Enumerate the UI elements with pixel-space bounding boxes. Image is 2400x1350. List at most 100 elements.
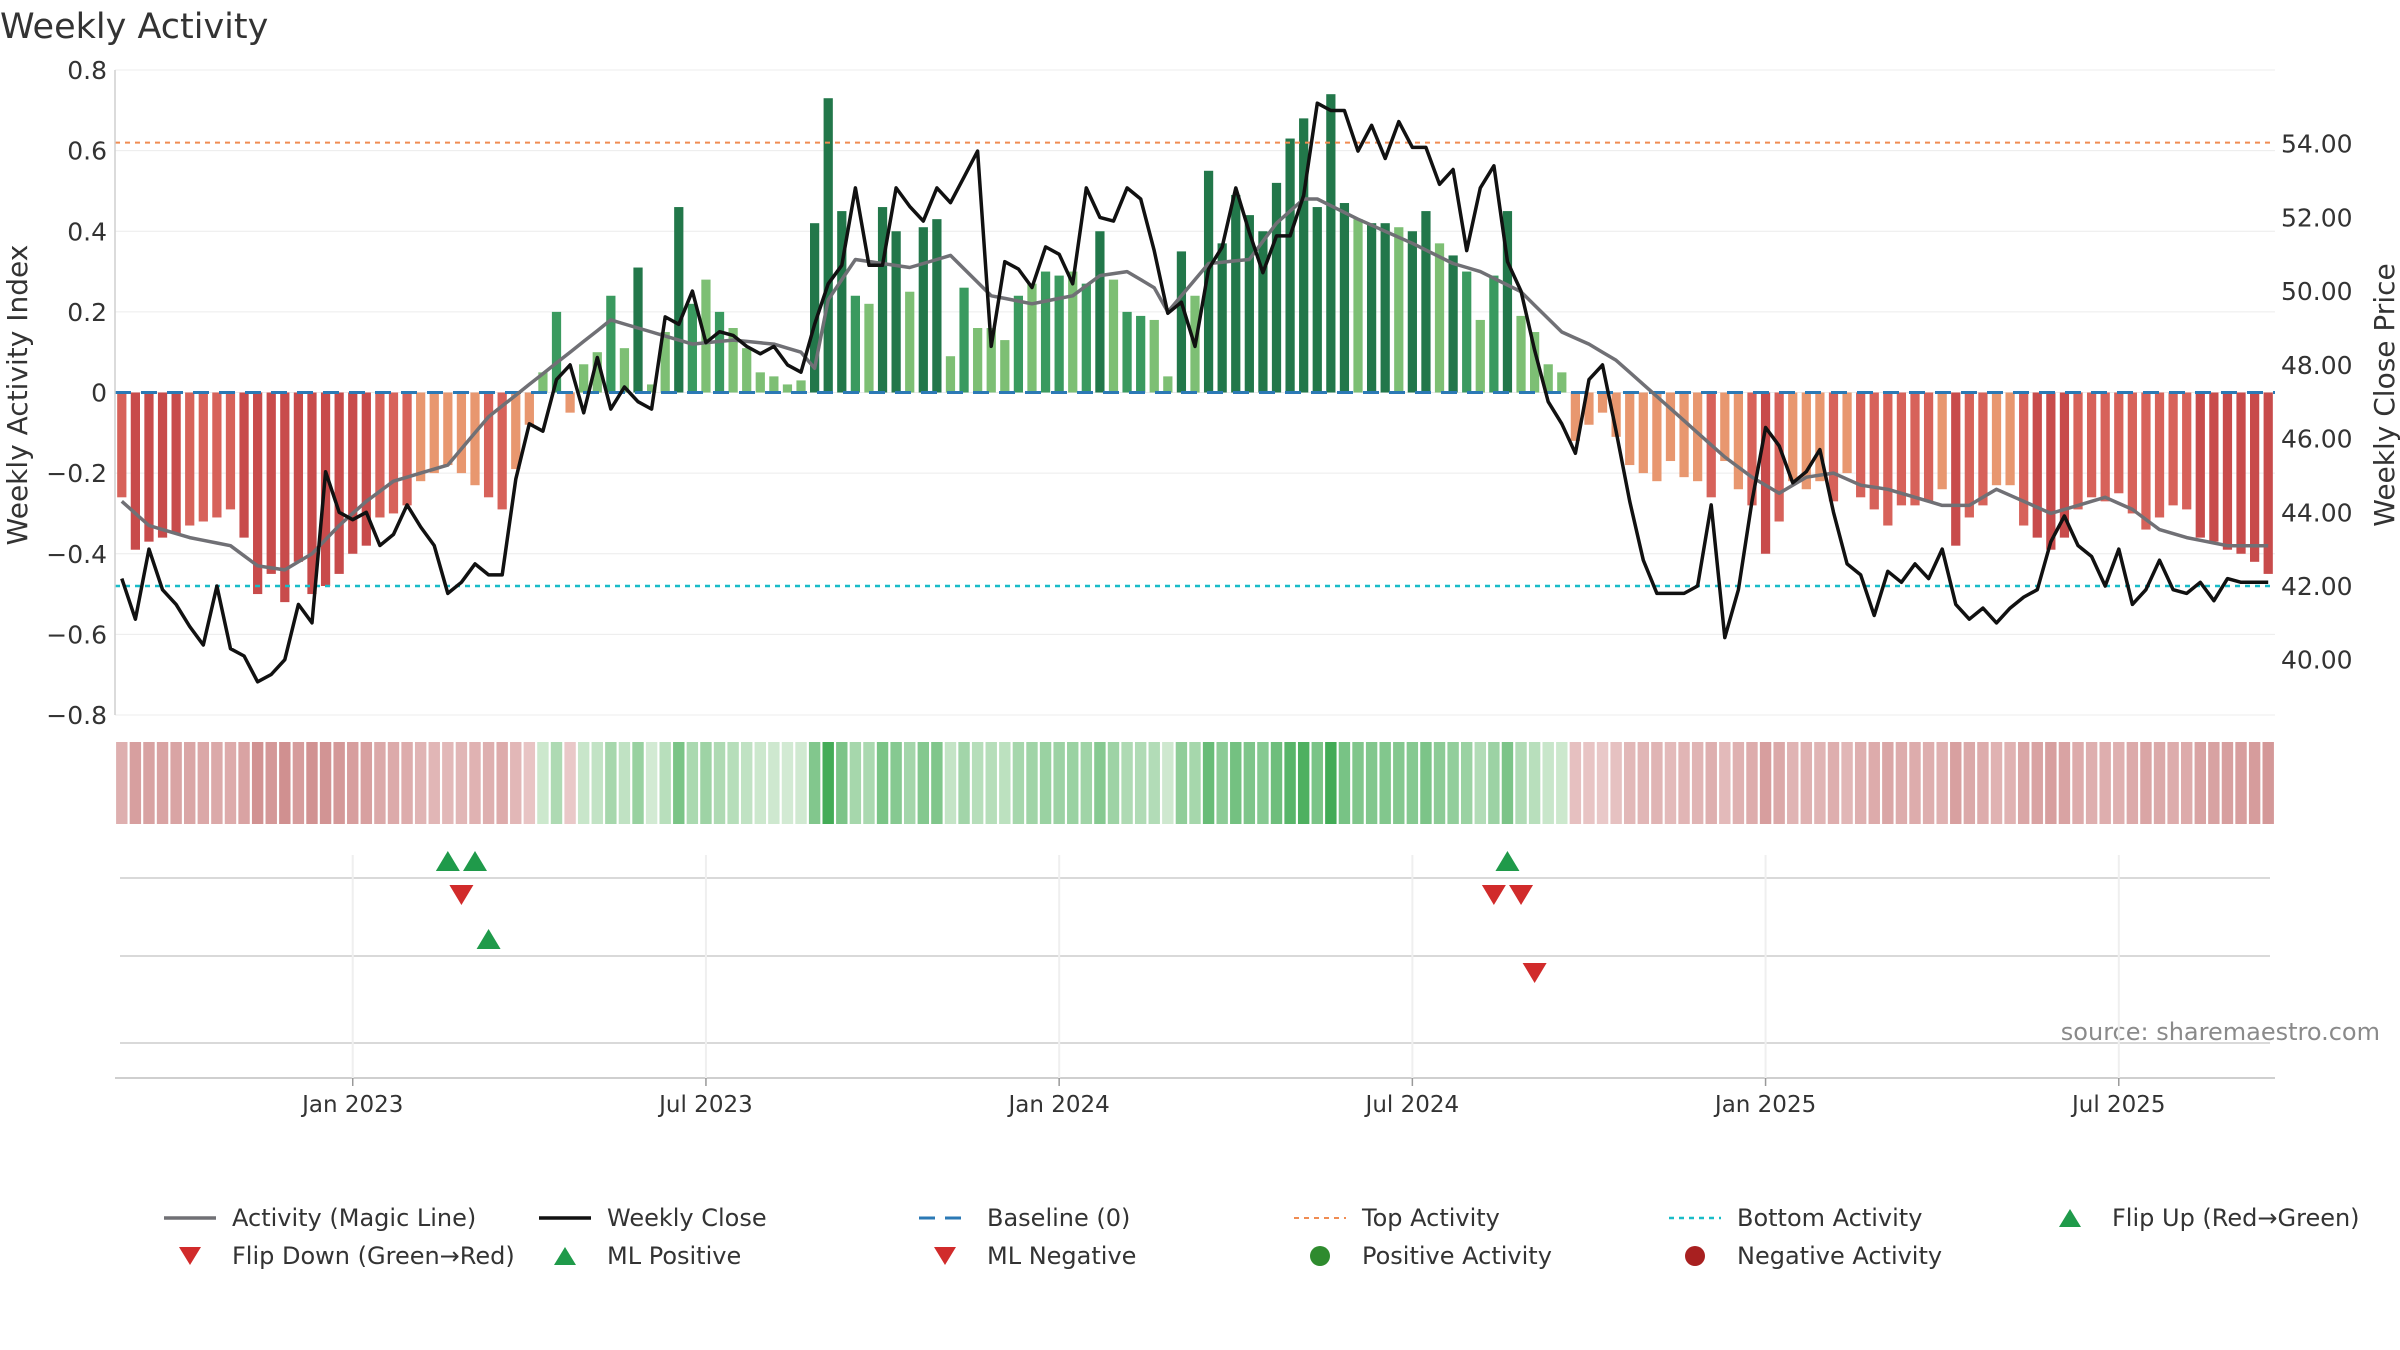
heat-cell bbox=[2017, 742, 2030, 824]
heat-cell bbox=[428, 742, 440, 824]
heat-cell bbox=[292, 742, 305, 824]
heat-cell bbox=[2140, 742, 2152, 824]
heat-cell bbox=[2194, 742, 2206, 824]
activity-bar bbox=[497, 392, 507, 510]
heat-cell bbox=[713, 742, 726, 824]
heat-cell bbox=[184, 742, 196, 824]
flip-down-marker bbox=[1522, 963, 1547, 983]
heat-cell bbox=[754, 742, 766, 824]
activity-bar bbox=[2019, 392, 2029, 526]
activity-bar bbox=[1842, 392, 1852, 474]
heat-cell bbox=[265, 742, 277, 824]
heat-cell bbox=[1501, 742, 1514, 824]
heat-cell bbox=[2031, 742, 2043, 824]
heat-cell bbox=[333, 742, 345, 824]
heat-cell bbox=[1352, 742, 1364, 824]
activity-bar bbox=[1747, 392, 1757, 506]
legend-label: Top Activity bbox=[1362, 1204, 1500, 1232]
activity-bar bbox=[2032, 392, 2042, 538]
heat-cell bbox=[618, 742, 631, 824]
activity-bar bbox=[1258, 231, 1268, 393]
heat-cell bbox=[2180, 742, 2193, 824]
activity-bar bbox=[416, 392, 426, 482]
activity-bar bbox=[1421, 211, 1431, 393]
axes: 0.8 0.6 0.4 0.2 0 −0.2 −0.4 −0.6 −0.8 54.00 52.00 5… bbox=[46, 56, 2352, 730]
activity-bar bbox=[1203, 170, 1214, 393]
heat-cell bbox=[645, 742, 658, 824]
activity-bar bbox=[2141, 392, 2151, 530]
heat-cell bbox=[1460, 742, 1473, 824]
heat-cell bbox=[2126, 742, 2139, 824]
activity-bar bbox=[1611, 392, 1621, 437]
activity-bar bbox=[198, 392, 208, 522]
heat-cell bbox=[1162, 742, 1174, 824]
heat-cell bbox=[2248, 742, 2261, 824]
right-tick-label: 42.00 bbox=[2281, 572, 2353, 601]
heat-cell bbox=[1596, 742, 1609, 824]
heat-cell bbox=[1691, 742, 1704, 824]
heat-cell bbox=[1488, 742, 1500, 824]
activity-bar bbox=[1448, 255, 1458, 393]
heat-cell bbox=[768, 742, 780, 824]
activity-bar bbox=[1896, 392, 1907, 506]
activity-bar bbox=[402, 392, 412, 506]
heat-cell bbox=[251, 742, 264, 824]
activity-bar bbox=[1652, 392, 1662, 482]
magic-line bbox=[120, 197, 2269, 572]
legend-item: Bottom Activity bbox=[1665, 1200, 1922, 1236]
heat-cell bbox=[1610, 742, 1622, 824]
heat-cell bbox=[1800, 742, 1813, 824]
activity-bar bbox=[1557, 372, 1567, 393]
activity-bar bbox=[1530, 332, 1540, 393]
activity-bar bbox=[239, 392, 249, 538]
activity-bar bbox=[714, 311, 725, 393]
heat-cell bbox=[1936, 742, 1948, 824]
activity-bar bbox=[1489, 275, 1499, 393]
activity-bar bbox=[1244, 215, 1254, 393]
activity-bar bbox=[1326, 94, 1336, 393]
activity-bar bbox=[334, 392, 344, 574]
heat-cell bbox=[2058, 742, 2071, 824]
activity-bar bbox=[1638, 392, 1648, 474]
activity-bar bbox=[565, 392, 575, 413]
heat-cell bbox=[876, 742, 889, 824]
dash-blue-icon bbox=[915, 1200, 975, 1236]
activity-bar bbox=[348, 392, 358, 554]
heat-cell bbox=[170, 742, 182, 824]
heat-cell bbox=[414, 742, 427, 824]
activity-bar bbox=[456, 392, 467, 474]
heat-cell bbox=[1977, 742, 1989, 824]
heat-cell bbox=[1230, 742, 1242, 824]
heat-cell bbox=[1556, 742, 1568, 824]
flip-up-marker bbox=[476, 929, 501, 949]
heat-cell bbox=[306, 742, 318, 824]
heat-cell bbox=[577, 742, 590, 824]
activity-bar bbox=[2100, 392, 2110, 502]
activity-bar bbox=[117, 392, 127, 498]
heat-cell bbox=[632, 742, 644, 824]
source-credit: source: sharemaestro.com bbox=[2061, 1018, 2380, 1046]
flip-up-marker bbox=[435, 851, 460, 871]
heat-cell bbox=[2167, 742, 2179, 824]
x-tick-label: Jan 2024 bbox=[1006, 1092, 1109, 1118]
left-tick-label: −0.2 bbox=[46, 459, 107, 488]
legend-item: Top Activity bbox=[1290, 1200, 1500, 1236]
legend-label: Negative Activity bbox=[1737, 1242, 1943, 1270]
activity-bar bbox=[1951, 392, 1961, 546]
activity-bar bbox=[511, 392, 521, 470]
activity-bar bbox=[470, 392, 480, 486]
heat-cell bbox=[1651, 742, 1663, 824]
heat-cell bbox=[1338, 742, 1351, 824]
heat-cell bbox=[917, 742, 930, 824]
legend-item: Positive Activity bbox=[1290, 1238, 1552, 1274]
activity-bar bbox=[633, 267, 643, 393]
activity-bar bbox=[1299, 118, 1309, 393]
activity-bar bbox=[2182, 392, 2192, 510]
heat-cell bbox=[1420, 742, 1432, 824]
activity-bar bbox=[864, 303, 874, 393]
heat-cell bbox=[197, 742, 210, 824]
heat-cell bbox=[1732, 742, 1745, 824]
activity-bar bbox=[646, 384, 657, 393]
heat-cell bbox=[686, 742, 699, 824]
heat-cell bbox=[1882, 742, 1894, 824]
